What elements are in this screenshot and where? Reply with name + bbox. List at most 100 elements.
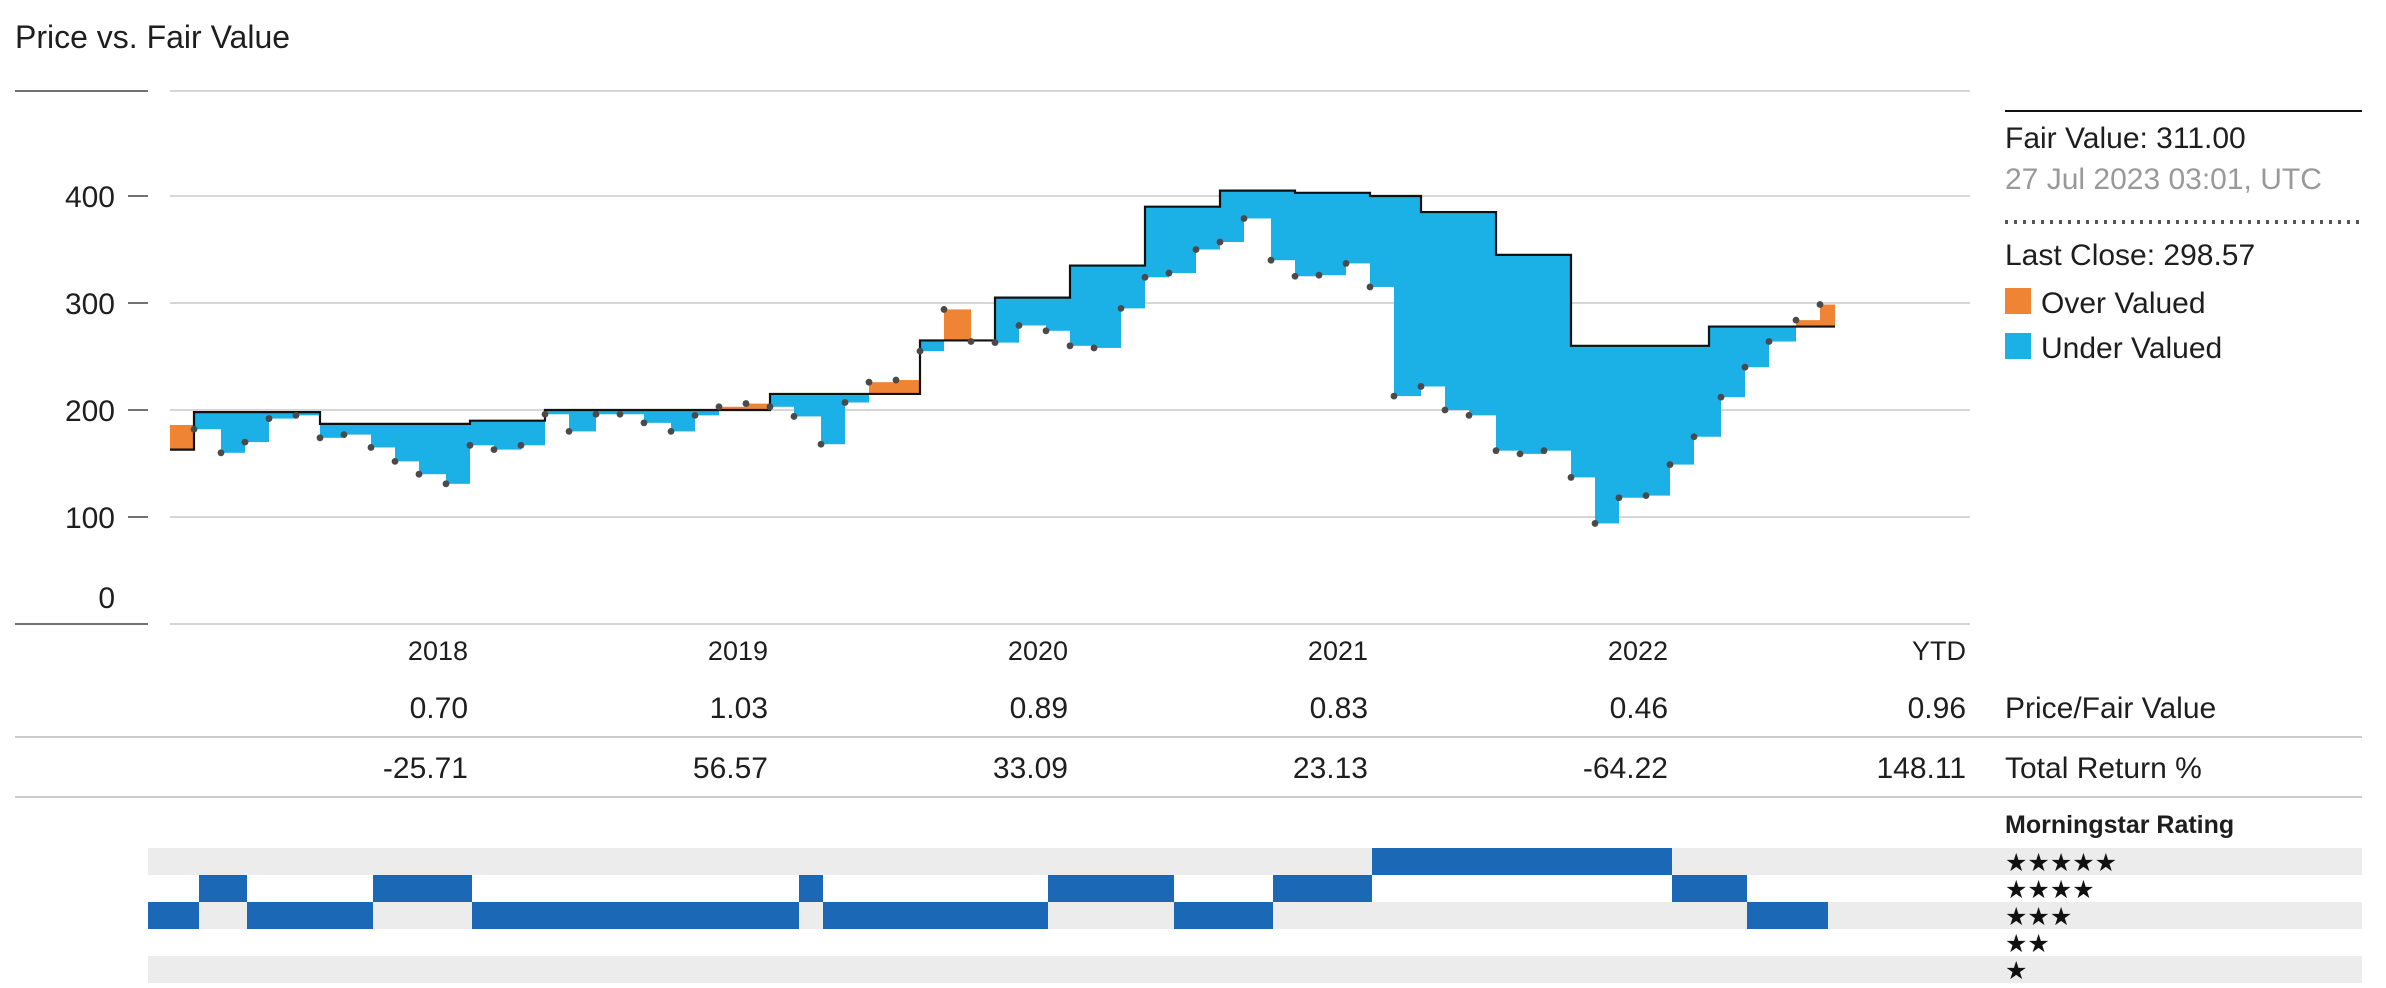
y-tick-label: 300 [65,288,115,321]
under-valued-area [1595,345,1619,524]
under-valued-area [194,412,221,430]
chart-title: Price vs. Fair Value [15,19,290,55]
legend: Fair Value: 311.00 27 Jul 2023 03:01, UT… [2005,110,2362,365]
under-valued-area [419,423,446,475]
under-valued-area [1271,190,1295,261]
under-valued-area [1709,326,1721,437]
price-point [1015,322,1023,329]
price-fair-value-cell: 0.96 [1908,692,1966,725]
rating-segment [1048,875,1174,902]
under-valued-area [470,420,494,446]
price-point [217,449,225,457]
price-point [940,306,948,313]
under-valued-area [269,412,296,419]
price-point [715,403,723,411]
price-point [1567,474,1575,481]
rating-segment [1174,902,1273,929]
price-point [691,411,699,419]
rating-segment [799,875,823,902]
price-point [1642,492,1650,499]
price-point [865,378,873,386]
plot-lines [170,189,1835,527]
data-table: Price/Fair Value Total Return % 2018 2019… [15,636,2362,798]
under-valued-area [1046,297,1070,331]
under-valued-area [1169,206,1196,274]
price-point [1165,269,1173,277]
under-valued-area [1520,254,1544,454]
rating-stars-label: ★★ [2005,930,2050,958]
price-point [1066,342,1074,350]
price-point [466,441,474,449]
year-label: 2018 [408,636,468,666]
price-point [517,441,525,449]
price-point [490,446,498,453]
rating-segment [472,902,799,929]
under-valued-area [1145,206,1169,278]
total-return-cell: 148.11 [1876,752,1966,785]
price-point [640,419,648,427]
year-label: YTD [1912,636,1966,666]
under-valued-area [521,420,545,446]
price-point [991,339,999,346]
price-point [1090,344,1098,352]
over-valued-area [719,406,746,410]
under-valued-swatch [2005,333,2031,359]
price-point [766,403,774,411]
price-point [316,434,324,442]
over-valued-area [896,380,920,394]
under-valued-area [995,297,1019,343]
under-valued-area [1019,297,1046,326]
rating-segment [1372,848,1672,875]
rating-stars-label: ★★★★★ [2005,849,2117,877]
rating-segment [823,902,1048,929]
price-point [415,470,423,478]
over-valued-area [1796,320,1820,327]
under-valued-area [1721,326,1745,398]
rating-stars-label: ★★★★ [2005,876,2095,904]
rating-stars-label: ★ [2005,957,2027,985]
under-valued-area [1295,192,1319,277]
under-valued-area [1496,254,1520,451]
under-valued-area [1244,190,1271,219]
under-valued-area [221,412,245,453]
price-point [367,444,375,451]
rating-chart: Morningstar Rating ★★★★★★★★★★★★★★★ [148,811,2362,985]
under-valued-area [1769,326,1790,342]
under-valued-area [446,423,470,484]
price-point [1240,215,1248,222]
price-point [1741,363,1749,371]
over-valued-area [170,424,194,450]
under-valued-area [1646,345,1670,496]
under-valued-area [1670,345,1694,465]
under-valued-area [1196,206,1220,250]
price-point [1441,406,1449,414]
price-fair-value-cell: 0.46 [1610,692,1668,725]
under-valued-area [1220,190,1244,243]
price-point [1765,338,1773,345]
under-valued-area [1094,265,1121,348]
price-point [790,413,798,420]
under-valued-area [845,393,869,403]
price-point [916,347,924,355]
over-valued-area [1820,304,1835,327]
legend-under-valued: Under Valued [2041,332,2222,365]
under-valued-area [1790,326,1796,342]
under-valued-area [395,423,419,462]
over-valued-swatch [2005,288,2031,314]
price-point [1117,304,1125,312]
price-point [1315,271,1323,279]
price-point [667,428,675,435]
under-valued-area [920,340,944,352]
fair-value-line [170,189,1835,451]
under-valued-area [770,393,794,407]
under-valued-area [1469,212,1496,416]
under-valued-area [596,410,620,415]
price-point [1465,411,1473,419]
price-point [841,399,849,406]
price-point [892,376,900,384]
price-point [541,410,549,418]
y-tick-label: 200 [65,395,115,428]
under-valued-area [1445,212,1469,410]
legend-fair-value: Fair Value: 311.00 [2005,122,2246,155]
under-valued-area [494,420,521,450]
